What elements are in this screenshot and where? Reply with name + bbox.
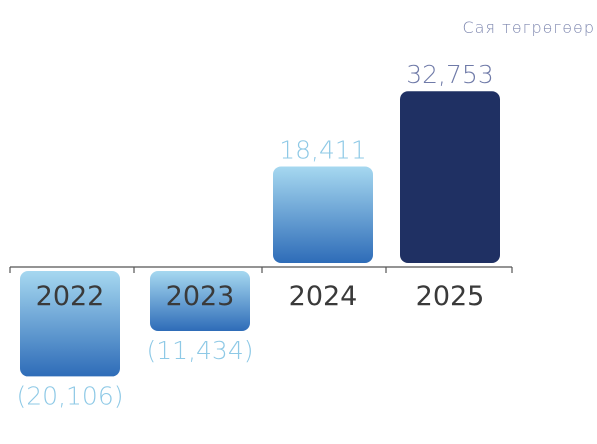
bar-2022 xyxy=(20,271,120,377)
bar-2025 xyxy=(400,91,500,263)
value-label-2023: (11,434) xyxy=(147,336,254,365)
value-label-2025: 32,753 xyxy=(406,60,493,89)
category-label-2025: 2025 xyxy=(416,281,485,312)
category-label-2022: 2022 xyxy=(36,281,105,312)
bar-2023 xyxy=(150,271,250,331)
unit-label: Сая төгрөгөөр xyxy=(462,18,595,37)
value-label-2024: 18,411 xyxy=(279,135,366,164)
value-label-2022: (20,106) xyxy=(17,381,124,410)
category-label-2024: 2024 xyxy=(289,281,358,312)
bar-2024 xyxy=(273,166,373,263)
x-axis xyxy=(9,266,513,273)
category-label-2023: 2023 xyxy=(166,281,235,312)
